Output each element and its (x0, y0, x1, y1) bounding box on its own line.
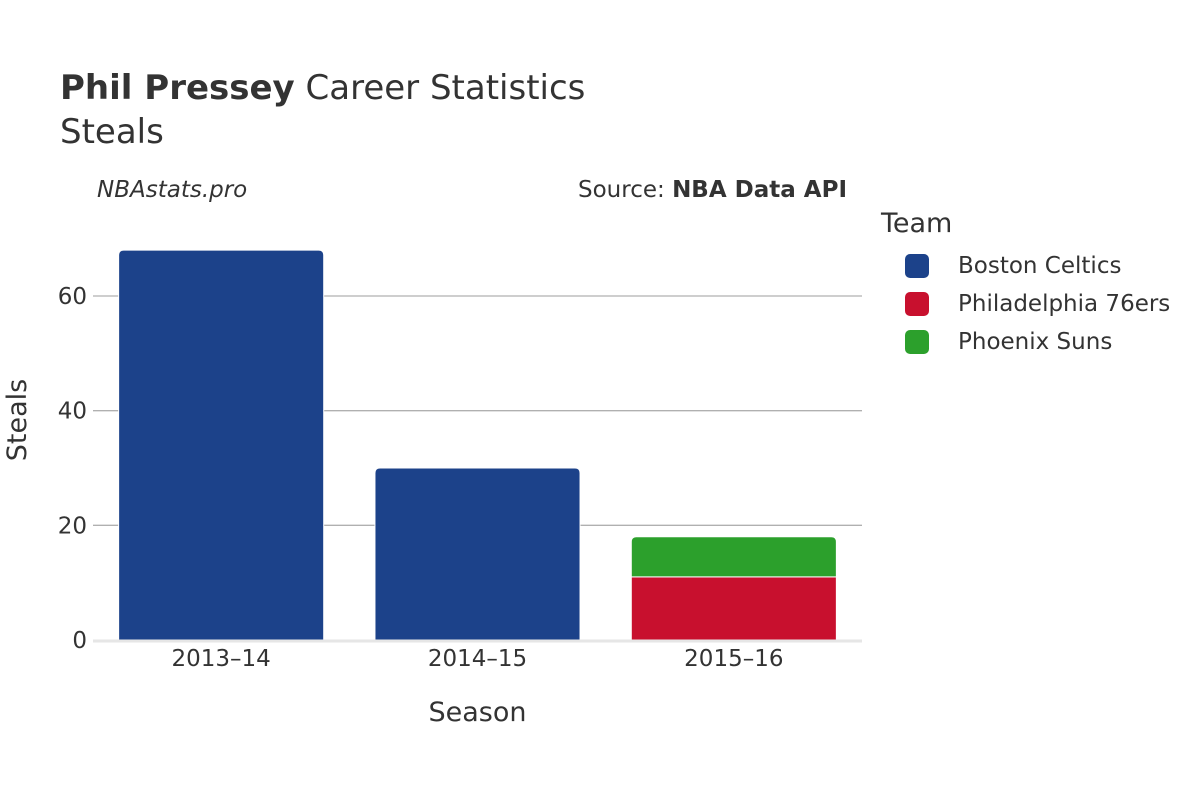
x-tick-label: 2013–14 (172, 646, 271, 672)
x-tick-label: 2014–15 (428, 646, 527, 672)
source-name: NBA Data API (672, 177, 847, 203)
player-name: Phil Pressey (60, 68, 295, 108)
y-tick-label: 40 (58, 399, 87, 425)
x-tick-label: 2015–16 (684, 646, 783, 672)
legend-item[interactable]: Phoenix Suns (905, 329, 1112, 355)
bar-phoenix-suns (630, 536, 837, 578)
legend-swatch (905, 330, 929, 354)
watermark: NBAstats.pro (97, 177, 248, 203)
y-tick-label: 0 (72, 628, 87, 654)
bar-boston-celtics (374, 467, 581, 641)
chart-subtitle: Steals (60, 112, 164, 152)
chart-title: Phil Pressey Career Statistics (60, 66, 585, 110)
y-axis-title: Steals (2, 379, 33, 461)
source-credit: Source: NBA Data API (578, 177, 847, 203)
legend-item[interactable]: Boston Celtics (905, 253, 1121, 279)
legend-label: Philadelphia 76ers (958, 291, 1171, 317)
legend-label: Boston Celtics (958, 253, 1122, 279)
legend-item[interactable]: Philadelphia 76ers (905, 291, 1170, 317)
y-tick-label: 60 (58, 284, 87, 310)
legend-label: Phoenix Suns (958, 329, 1113, 355)
x-axis-title: Season (429, 697, 527, 728)
legend-swatch (905, 254, 929, 278)
title-rest: Career Statistics (305, 68, 586, 108)
bar-boston-celtics (118, 249, 325, 641)
bar-philadelphia-76ers (630, 576, 837, 641)
source-prefix: Source: (578, 177, 673, 203)
legend-swatch (905, 292, 929, 316)
legend-title: Team (881, 208, 953, 239)
y-tick-label: 20 (58, 513, 87, 539)
